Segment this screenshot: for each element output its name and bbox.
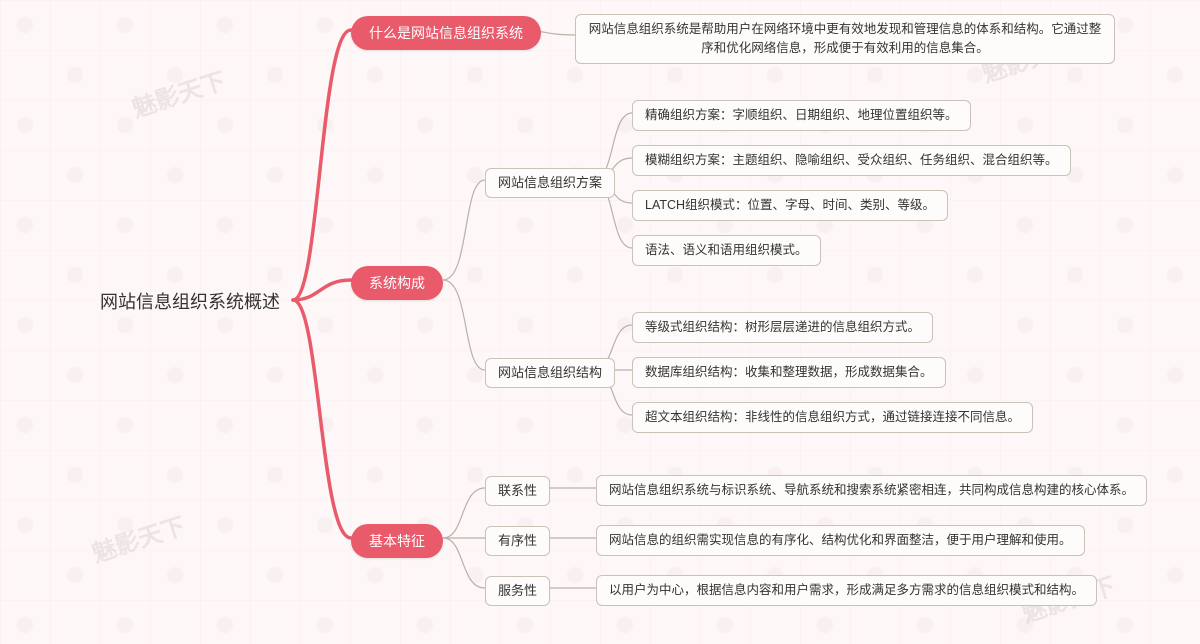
watermark: 魅影天下: [87, 506, 189, 569]
leaf-text: 联系性: [498, 481, 537, 501]
branch-1-desc-text: 网站信息组织系统是帮助用户在网络环境中更有效地发现和管理信息的体系和结构。它通过…: [588, 20, 1102, 58]
leaf-text: LATCH组织模式：位置、字母、时间、类别、等级。: [645, 196, 935, 215]
branch-2-sub2-item-1: 数据库组织结构：收集和整理数据，形成数据集合。: [632, 357, 946, 388]
root-label: 网站信息组织系统概述: [100, 288, 280, 314]
branch-2-sub1-item-3: 语法、语义和语用组织模式。: [632, 235, 821, 266]
branch-2-sub1-item-0: 精确组织方案：字顺组织、日期组织、地理位置组织等。: [632, 100, 971, 131]
branch-3-item-0-desc: 网站信息组织系统与标识系统、导航系统和搜索系统紧密相连，共同构成信息构建的核心体…: [596, 475, 1147, 506]
branch-2-sub1-label: 网站信息组织方案: [498, 173, 602, 193]
leaf-text: 超文本组织结构：非线性的信息组织方式，通过链接连接不同信息。: [645, 408, 1020, 427]
branch-2-sub1-item-1: 模糊组织方案：主题组织、隐喻组织、受众组织、任务组织、混合组织等。: [632, 145, 1071, 176]
branch-1-desc: 网站信息组织系统是帮助用户在网络环境中更有效地发现和管理信息的体系和结构。它通过…: [575, 14, 1115, 64]
branch-3-item-0-label: 联系性: [485, 476, 550, 506]
branch-2-label: 系统构成: [369, 273, 425, 293]
branch-3-pill: 基本特征: [351, 524, 443, 558]
branch-2-sub2-label: 网站信息组织结构: [498, 363, 602, 383]
branch-3-item-2-desc: 以用户为中心，根据信息内容和用户需求，形成满足多方需求的信息组织模式和结构。: [596, 575, 1097, 606]
branch-3-item-2-label: 服务性: [485, 576, 550, 606]
branch-2-pill: 系统构成: [351, 266, 443, 300]
leaf-text: 网站信息组织系统与标识系统、导航系统和搜索系统紧密相连，共同构成信息构建的核心体…: [609, 481, 1134, 500]
leaf-text: 网站信息的组织需实现信息的有序化、结构优化和界面整洁，便于用户理解和使用。: [609, 531, 1072, 550]
branch-1-pill: 什么是网站信息组织系统: [351, 16, 541, 50]
leaf-text: 有序性: [498, 531, 537, 551]
watermark: 魅影天下: [127, 61, 229, 124]
leaf-text: 模糊组织方案：主题组织、隐喻组织、受众组织、任务组织、混合组织等。: [645, 151, 1058, 170]
leaf-text: 等级式组织结构：树形层层递进的信息组织方式。: [645, 318, 920, 337]
branch-2-sub2: 网站信息组织结构: [485, 358, 615, 388]
leaf-text: 以用户为中心，根据信息内容和用户需求，形成满足多方需求的信息组织模式和结构。: [609, 581, 1084, 600]
branch-3-item-1-label: 有序性: [485, 526, 550, 556]
branch-2-sub1-item-2: LATCH组织模式：位置、字母、时间、类别、等级。: [632, 190, 948, 221]
root-node: 网站信息组织系统概述: [100, 288, 280, 314]
branch-2-sub1: 网站信息组织方案: [485, 168, 615, 198]
leaf-text: 数据库组织结构：收集和整理数据，形成数据集合。: [645, 363, 933, 382]
leaf-text: 服务性: [498, 581, 537, 601]
leaf-text: 精确组织方案：字顺组织、日期组织、地理位置组织等。: [645, 106, 958, 125]
branch-2-sub2-item-0: 等级式组织结构：树形层层递进的信息组织方式。: [632, 312, 933, 343]
branch-3-item-1-desc: 网站信息的组织需实现信息的有序化、结构优化和界面整洁，便于用户理解和使用。: [596, 525, 1085, 556]
branch-3-label: 基本特征: [369, 531, 425, 551]
branch-2-sub2-item-2: 超文本组织结构：非线性的信息组织方式，通过链接连接不同信息。: [632, 402, 1033, 433]
leaf-text: 语法、语义和语用组织模式。: [645, 241, 808, 260]
branch-1-label: 什么是网站信息组织系统: [369, 23, 523, 43]
